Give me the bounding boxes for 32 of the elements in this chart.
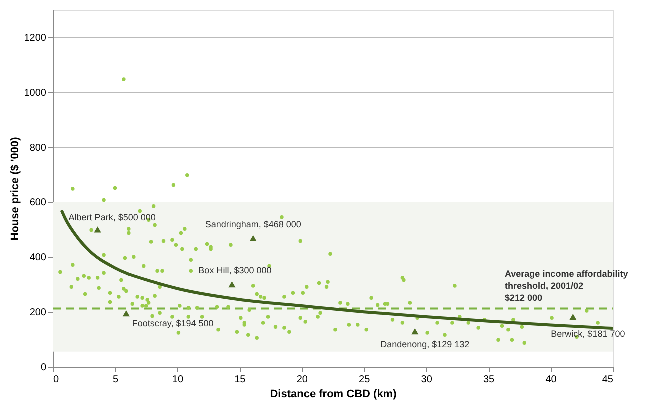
x-tick-label: 0 xyxy=(54,374,60,386)
annotation: Footscray, $194 500 xyxy=(132,318,214,329)
x-axis-title: Distance from CBD (km) xyxy=(270,388,398,400)
y-tick-label: 1200 xyxy=(24,32,47,44)
point xyxy=(228,282,236,288)
x-tick-label: 25 xyxy=(359,374,371,386)
x-tick-label: 30 xyxy=(421,374,433,386)
y-tick-label: 600 xyxy=(30,198,47,209)
y-tick-label: 0 xyxy=(40,362,47,374)
ref-line-label: Average income affordability threshold, 2001/02 $212 000 xyxy=(505,268,628,303)
annotation: Berwick, $181 700 xyxy=(551,329,626,340)
annotation: Dandenong, $129 132 xyxy=(380,340,470,350)
x-tick-label: 10 xyxy=(172,374,184,386)
y-tick-label: 1000 xyxy=(24,88,47,99)
y-tick-label: 200 xyxy=(30,308,47,319)
y-axis-title: House price ($ '000) xyxy=(9,136,22,241)
x-tick-label: 40 xyxy=(546,374,558,386)
point xyxy=(94,226,102,233)
annotation: Albert Park, $500 000 xyxy=(68,212,156,223)
x-tick-label: 45 xyxy=(602,374,614,386)
point xyxy=(122,310,130,317)
point xyxy=(250,235,257,242)
x-tick-label: 15 xyxy=(234,374,246,386)
annotation: Box Hill, $300 000 xyxy=(198,266,272,276)
point xyxy=(570,314,577,320)
y-tick-label: 800 xyxy=(30,142,47,154)
point xyxy=(412,328,419,335)
x-tick-label: 35 xyxy=(483,374,496,386)
x-tick-label: 20 xyxy=(296,374,308,386)
annotation: Sandringham, $468 000 xyxy=(205,219,302,230)
y-tick-label: 400 xyxy=(30,252,47,264)
x-tick-label: 5 xyxy=(112,374,119,386)
